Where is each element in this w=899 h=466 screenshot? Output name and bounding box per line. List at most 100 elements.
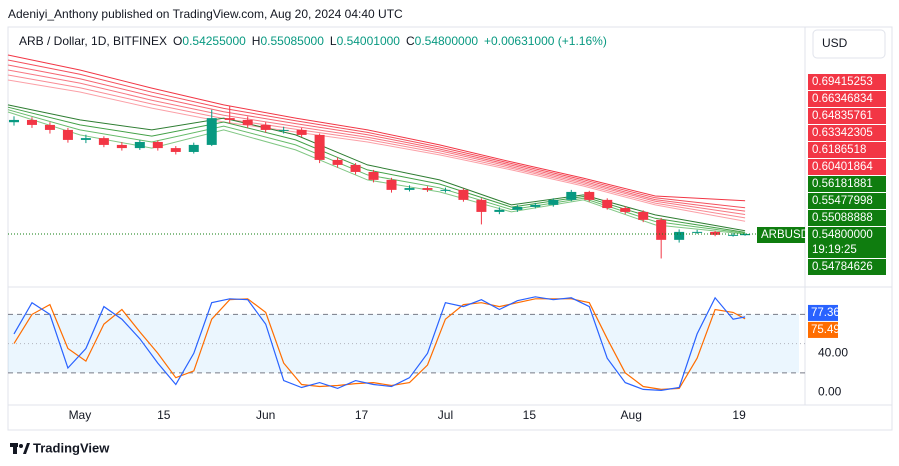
candle-body <box>692 231 703 233</box>
candle-body <box>620 208 631 212</box>
ma-line <box>7 64 746 212</box>
candle-body <box>458 189 469 200</box>
legend-value: 0.54800000 <box>415 34 479 48</box>
price-tag: 0.55088888 <box>812 212 873 224</box>
price-tag-box <box>808 142 886 158</box>
candle-body <box>314 134 325 160</box>
x-tick-label: 17 <box>355 408 369 422</box>
published-note: Adeniyi_Anthony published on TradingView… <box>8 7 403 21</box>
legend-key: C <box>406 34 415 48</box>
price-tag-box <box>808 259 886 275</box>
candle-body <box>386 179 397 190</box>
candle-body <box>206 118 217 145</box>
candle-body <box>260 124 271 130</box>
value-tag: 75.49 <box>811 324 840 336</box>
candle-body <box>224 118 235 120</box>
price-tag-box <box>808 74 886 90</box>
candle-body <box>26 119 37 125</box>
candle-body <box>404 188 415 190</box>
candle-body <box>674 231 685 240</box>
last-price: 0.54800000 <box>812 229 873 241</box>
value-tag: 77.36 <box>811 307 840 319</box>
candle-body <box>530 204 541 207</box>
candle-body <box>170 148 181 152</box>
legend-value: 0.55085000 <box>260 34 324 48</box>
x-tick-label: 15 <box>523 408 537 422</box>
candle-body <box>728 234 739 236</box>
currency-label[interactable]: USD <box>822 36 848 50</box>
y-tick-label: 40.00 <box>818 346 848 360</box>
x-tick-label: 19 <box>732 408 746 422</box>
candle-body <box>548 199 559 205</box>
candle-body <box>740 233 751 236</box>
symbol-tag: ARBUSD <box>761 229 809 241</box>
legend-symbol: ARB / Dollar, 1D, BITFINEX <box>19 34 167 48</box>
x-tick-label: Jul <box>438 408 453 422</box>
price-tag-box <box>808 210 886 226</box>
candle-body <box>710 231 721 235</box>
price-tag: 0.60401864 <box>812 161 873 173</box>
legend-key: L <box>330 34 337 48</box>
candle-body <box>368 171 379 180</box>
legend: ARB / Dollar, 1D, BITFINEX O0.54255000 H0.… <box>19 34 607 48</box>
candle-body <box>80 138 91 140</box>
legend-value: 0.54255000 <box>182 34 246 48</box>
price-tag-box <box>808 108 886 124</box>
x-tick-label: Aug <box>621 408 642 422</box>
value-tag-box <box>808 304 838 321</box>
candle-body <box>638 211 649 220</box>
candle-body <box>602 199 613 209</box>
x-tick-label: 15 <box>157 408 171 422</box>
candle-body <box>62 129 73 140</box>
price-tag: 0.69415253 <box>812 76 873 88</box>
stoch-rsi: 40.00 0.00 <box>8 296 848 399</box>
candle-body <box>566 191 577 200</box>
candle-body <box>422 188 433 190</box>
candles <box>8 106 805 259</box>
candle-body <box>8 119 19 123</box>
last-price-box <box>808 227 886 258</box>
footer-brand: TradingView <box>33 440 110 455</box>
ma-line <box>7 59 746 209</box>
ribbons <box>7 54 746 235</box>
price-tags: 0.69415253 0.66346834 0.64835761 0.63342305… <box>757 74 886 338</box>
price-tag: 0.6186518 <box>812 144 866 156</box>
price-tag: 0.56181881 <box>812 178 873 190</box>
logo-part <box>23 443 30 454</box>
candle-body <box>242 119 253 125</box>
price-tag: 0.66346834 <box>812 93 873 105</box>
price-tag: 0.54784626 <box>812 261 873 273</box>
legend-key: H <box>252 34 261 48</box>
candle-body <box>476 199 487 212</box>
value-tag-box <box>808 321 838 338</box>
candle-body <box>332 159 343 165</box>
candle-body <box>98 138 109 145</box>
candle-body <box>350 164 361 172</box>
candle-body <box>656 219 667 240</box>
stoch-line <box>13 296 746 392</box>
ma-line <box>7 79 746 222</box>
candle-body <box>296 129 307 135</box>
price-tag-box <box>808 125 886 141</box>
candle-body <box>278 129 289 131</box>
legend-value: 0.54001000 <box>337 34 401 48</box>
band-fill <box>8 314 799 373</box>
x-tick-label: Jun <box>256 408 275 422</box>
price-tag-box <box>808 159 886 175</box>
currency-button[interactable] <box>812 29 886 59</box>
price-tag: 0.55477998 <box>812 195 873 207</box>
candle-body <box>494 209 505 212</box>
symbol-tag-box <box>757 227 805 243</box>
legend-change: +0.00631000 (+1.16%) <box>484 34 607 48</box>
logo-part <box>13 443 17 454</box>
candle-body <box>134 141 145 149</box>
legend-key: O <box>173 34 182 48</box>
stoch-line <box>13 298 746 391</box>
ma-line <box>7 69 746 215</box>
candle-body <box>440 189 451 191</box>
logo-part <box>19 444 23 448</box>
candle-body <box>512 206 523 210</box>
candle-body <box>116 144 127 149</box>
